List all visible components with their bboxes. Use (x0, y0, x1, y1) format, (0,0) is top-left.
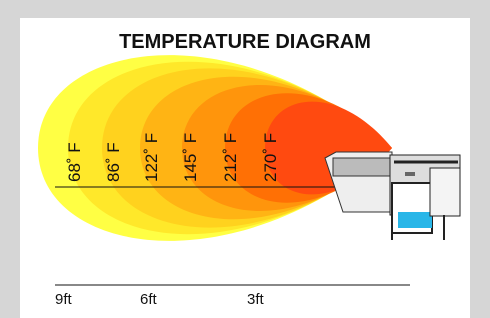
temperature-label: 122˚ F (142, 133, 161, 182)
temperature-label: 86˚ F (104, 142, 123, 182)
temperature-label: 270˚ F (261, 133, 280, 182)
diagram: TEMPERATURE DIAGRAM 68˚ F 86˚ F 122˚ F 145˚… (0, 0, 490, 318)
temperature-label: 212˚ F (221, 133, 240, 182)
distance-label: 3ft (247, 291, 265, 308)
temperature-label: 68˚ F (65, 142, 84, 182)
distance-label: 9ft (55, 291, 73, 308)
title: TEMPERATURE DIAGRAM (119, 31, 371, 53)
distance-label: 6ft (140, 291, 158, 308)
temperature-label: 145˚ F (181, 133, 200, 182)
